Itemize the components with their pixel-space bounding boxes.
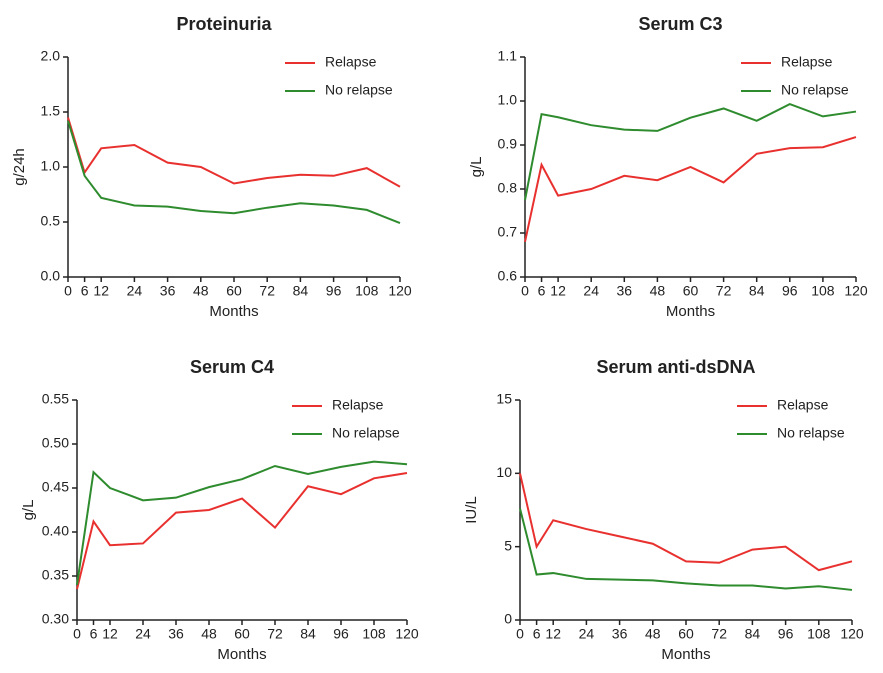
x-tick-label: 96 bbox=[333, 626, 349, 642]
y-tick-label: 15 bbox=[496, 391, 512, 407]
line bbox=[524, 102, 857, 201]
y-tick-label: 0 bbox=[504, 611, 512, 627]
y-tick-label: 0.50 bbox=[42, 435, 69, 451]
chart-title: Serum C4 bbox=[190, 357, 274, 377]
y-axis-label: g/L bbox=[20, 500, 37, 521]
x-tick-label: 12 bbox=[93, 283, 109, 299]
y-tick-label: 0.8 bbox=[498, 180, 518, 196]
chart-title: Proteinuria bbox=[176, 14, 272, 34]
line bbox=[519, 508, 853, 591]
y-axis-label: g/24h bbox=[11, 148, 28, 186]
x-tick-label: 84 bbox=[293, 283, 309, 299]
x-tick-label: 0 bbox=[521, 283, 529, 299]
y-tick-label: 1.0 bbox=[498, 92, 518, 108]
x-axis-label: Months bbox=[661, 646, 710, 663]
x-tick-label: 12 bbox=[550, 283, 566, 299]
legend-label: No relapse bbox=[325, 82, 393, 98]
x-tick-label: 120 bbox=[388, 283, 412, 299]
y-tick-label: 0.5 bbox=[41, 213, 61, 229]
x-tick-label: 84 bbox=[745, 626, 761, 642]
y-tick-label: 0.0 bbox=[41, 268, 61, 284]
x-tick-label: 36 bbox=[612, 626, 628, 642]
legend-label: Relapse bbox=[777, 397, 829, 413]
x-tick-label: 6 bbox=[90, 626, 98, 642]
x-tick-label: 48 bbox=[645, 626, 661, 642]
x-tick-label: 108 bbox=[355, 283, 379, 299]
y-tick-label: 0.7 bbox=[498, 224, 518, 240]
x-tick-label: 48 bbox=[201, 626, 217, 642]
legend-label: No relapse bbox=[777, 425, 845, 441]
line bbox=[76, 460, 408, 585]
x-tick-label: 48 bbox=[650, 283, 666, 299]
x-axis-label: Months bbox=[217, 646, 266, 663]
x-tick-label: 36 bbox=[617, 283, 633, 299]
x-tick-label: 6 bbox=[538, 283, 546, 299]
legend-label: No relapse bbox=[332, 425, 400, 441]
y-tick-label: 0.40 bbox=[42, 523, 69, 539]
x-tick-label: 6 bbox=[81, 283, 89, 299]
line bbox=[524, 136, 857, 243]
y-tick-label: 1.5 bbox=[41, 103, 61, 119]
y-tick-label: 0.45 bbox=[42, 479, 69, 495]
y-tick-label: 2.0 bbox=[41, 48, 61, 64]
x-tick-label: 12 bbox=[545, 626, 561, 642]
x-tick-label: 108 bbox=[807, 626, 831, 642]
y-tick-label: 0.35 bbox=[42, 567, 69, 583]
y-tick-label: 5 bbox=[504, 537, 512, 553]
x-tick-label: 84 bbox=[300, 626, 316, 642]
x-tick-label: 6 bbox=[533, 626, 541, 642]
line bbox=[519, 473, 853, 572]
x-tick-label: 12 bbox=[102, 626, 118, 642]
x-tick-label: 48 bbox=[193, 283, 209, 299]
y-tick-label: 0.30 bbox=[42, 611, 69, 627]
chart-title: Serum anti-dsDNA bbox=[596, 357, 755, 377]
x-tick-label: 0 bbox=[73, 626, 81, 642]
y-tick-label: 10 bbox=[496, 464, 512, 480]
y-tick-label: 0.55 bbox=[42, 391, 69, 407]
x-tick-label: 72 bbox=[711, 626, 727, 642]
x-tick-label: 72 bbox=[267, 626, 283, 642]
x-tick-label: 24 bbox=[583, 283, 599, 299]
x-axis-label: Months bbox=[666, 303, 715, 320]
x-tick-label: 0 bbox=[64, 283, 72, 299]
line bbox=[76, 472, 408, 590]
y-tick-label: 1.1 bbox=[498, 48, 518, 64]
line bbox=[67, 117, 401, 188]
y-tick-label: 0.9 bbox=[498, 136, 518, 152]
legend-label: No relapse bbox=[781, 82, 849, 98]
x-tick-label: 24 bbox=[579, 626, 595, 642]
x-tick-label: 84 bbox=[749, 283, 765, 299]
x-tick-label: 60 bbox=[678, 626, 694, 642]
x-tick-label: 120 bbox=[844, 283, 868, 299]
x-tick-label: 0 bbox=[516, 626, 524, 642]
legend-label: Relapse bbox=[332, 397, 384, 413]
line bbox=[67, 120, 401, 225]
legend-label: Relapse bbox=[325, 54, 377, 70]
legend-label: Relapse bbox=[781, 54, 833, 70]
x-tick-label: 108 bbox=[811, 283, 835, 299]
y-axis-label: g/L bbox=[468, 157, 485, 178]
y-tick-label: 1.0 bbox=[41, 158, 61, 174]
x-tick-label: 108 bbox=[362, 626, 386, 642]
x-tick-label: 72 bbox=[259, 283, 275, 299]
x-axis-label: Months bbox=[209, 303, 258, 320]
x-tick-label: 60 bbox=[683, 283, 699, 299]
x-tick-label: 72 bbox=[716, 283, 732, 299]
x-tick-label: 96 bbox=[326, 283, 342, 299]
x-tick-label: 24 bbox=[127, 283, 143, 299]
x-tick-label: 96 bbox=[782, 283, 798, 299]
y-tick-label: 0.6 bbox=[498, 268, 518, 284]
chart-title: Serum C3 bbox=[638, 14, 722, 34]
x-tick-label: 120 bbox=[840, 626, 864, 642]
x-tick-label: 60 bbox=[234, 626, 250, 642]
x-tick-label: 36 bbox=[168, 626, 184, 642]
x-tick-label: 120 bbox=[395, 626, 419, 642]
y-axis-label: IU/L bbox=[463, 496, 480, 524]
x-tick-label: 36 bbox=[160, 283, 176, 299]
x-tick-label: 96 bbox=[778, 626, 794, 642]
x-tick-label: 60 bbox=[226, 283, 242, 299]
x-tick-label: 24 bbox=[135, 626, 151, 642]
